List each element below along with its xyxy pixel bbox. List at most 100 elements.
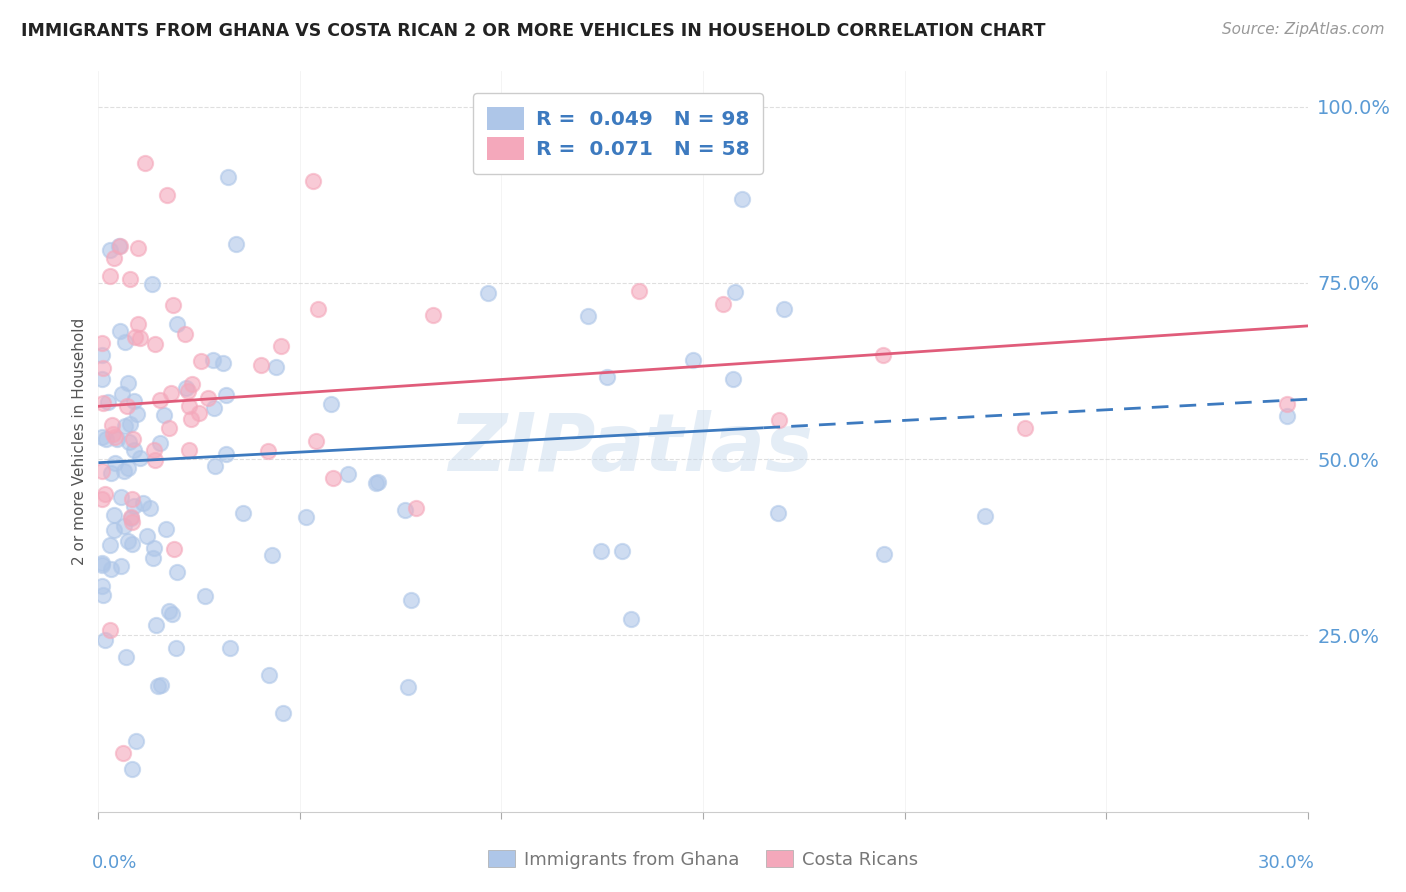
- Point: [873, 547, 896, 561]
- Point: [110, 490, 132, 504]
- Point: [118, 434, 141, 449]
- Point: [160, 607, 183, 622]
- Point: [157, 420, 180, 434]
- Point: [225, 236, 247, 251]
- Point: [118, 417, 141, 431]
- Point: [121, 491, 143, 506]
- Point: [110, 386, 132, 401]
- Point: [91, 557, 114, 571]
- Point: [97, 395, 120, 409]
- Point: [177, 384, 200, 399]
- Point: [145, 617, 167, 632]
- Text: ZIPatlas: ZIPatlas: [449, 410, 813, 488]
- Point: [104, 430, 127, 444]
- Point: [723, 285, 745, 299]
- Point: [91, 579, 114, 593]
- Point: [127, 318, 149, 332]
- Point: [94, 487, 117, 501]
- Point: [270, 339, 292, 353]
- Point: [127, 241, 149, 255]
- Point: [307, 302, 329, 317]
- Point: [768, 413, 790, 427]
- Point: [219, 640, 242, 655]
- Point: [731, 193, 754, 207]
- Point: [711, 297, 734, 311]
- Point: [117, 534, 139, 549]
- Point: [132, 495, 155, 509]
- Point: [143, 453, 166, 467]
- Point: [136, 529, 159, 543]
- Point: [105, 432, 128, 446]
- Point: [124, 329, 146, 343]
- Point: [91, 429, 114, 443]
- Point: [217, 169, 239, 184]
- Legend: Immigrants from Ghana, Costa Ricans: Immigrants from Ghana, Costa Ricans: [481, 843, 925, 876]
- Point: [162, 297, 184, 311]
- Point: [595, 370, 617, 384]
- Point: [163, 541, 186, 556]
- Point: [250, 358, 273, 372]
- Point: [122, 499, 145, 513]
- Point: [91, 558, 114, 572]
- Point: [141, 277, 163, 291]
- Point: [271, 706, 294, 720]
- Point: [405, 501, 427, 516]
- Point: [215, 388, 238, 402]
- Point: [149, 678, 172, 692]
- Point: [628, 284, 651, 298]
- Point: [477, 286, 499, 301]
- Point: [1014, 421, 1036, 435]
- Point: [117, 399, 139, 413]
- Point: [165, 641, 187, 656]
- Point: [173, 327, 195, 342]
- Point: [179, 442, 201, 457]
- Point: [1277, 409, 1299, 424]
- Point: [143, 443, 166, 458]
- Point: [166, 565, 188, 579]
- Text: 0.0%: 0.0%: [91, 855, 136, 872]
- Point: [576, 309, 599, 323]
- Point: [125, 734, 148, 748]
- Point: [337, 467, 360, 481]
- Point: [166, 317, 188, 331]
- Point: [110, 324, 132, 338]
- Point: [772, 301, 794, 316]
- Point: [122, 432, 145, 446]
- Point: [157, 604, 180, 618]
- Point: [396, 681, 419, 695]
- Point: [215, 447, 238, 461]
- Point: [399, 592, 422, 607]
- Point: [156, 187, 179, 202]
- Point: [93, 396, 115, 410]
- Point: [91, 372, 114, 386]
- Point: [264, 360, 287, 375]
- Point: [212, 355, 235, 369]
- Point: [115, 649, 138, 664]
- Point: [117, 376, 139, 390]
- Point: [91, 360, 114, 375]
- Text: IMMIGRANTS FROM GHANA VS COSTA RICAN 2 OR MORE VEHICLES IN HOUSEHOLD CORRELATION: IMMIGRANTS FROM GHANA VS COSTA RICAN 2 O…: [21, 22, 1046, 40]
- Point: [101, 417, 124, 432]
- Point: [98, 243, 121, 257]
- Point: [149, 436, 172, 450]
- Point: [121, 515, 143, 529]
- Point: [612, 544, 634, 558]
- Point: [112, 464, 135, 478]
- Point: [148, 679, 170, 693]
- Point: [91, 464, 114, 478]
- Point: [125, 408, 148, 422]
- Point: [422, 308, 444, 322]
- Point: [120, 509, 142, 524]
- Point: [721, 371, 744, 385]
- Text: Source: ZipAtlas.com: Source: ZipAtlas.com: [1222, 22, 1385, 37]
- Point: [114, 419, 136, 434]
- Point: [121, 763, 143, 777]
- Point: [110, 558, 132, 573]
- Point: [103, 251, 125, 265]
- Point: [682, 352, 704, 367]
- Point: [149, 393, 172, 408]
- Point: [204, 458, 226, 473]
- Point: [108, 239, 131, 253]
- Point: [160, 386, 183, 401]
- Point: [91, 589, 114, 603]
